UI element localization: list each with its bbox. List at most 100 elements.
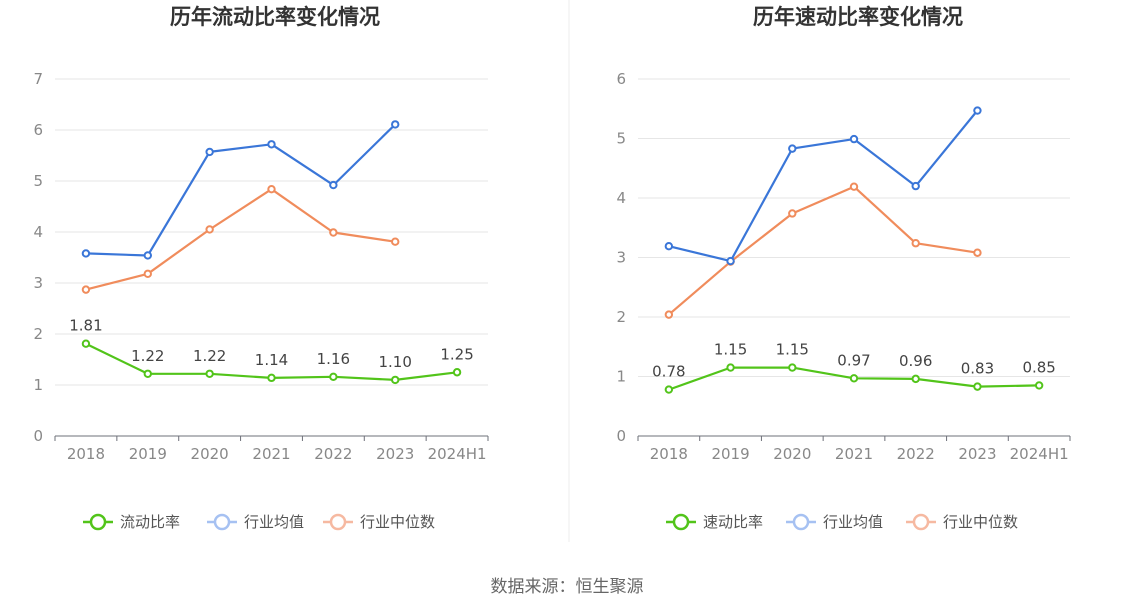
data-point-ratio bbox=[788, 363, 797, 372]
series-line-industry-median bbox=[85, 188, 396, 291]
legend-swatch-marker bbox=[89, 513, 107, 531]
x-tick-label: 2019 bbox=[129, 445, 167, 463]
data-point-industry-median bbox=[391, 237, 400, 246]
x-tick-label: 2021 bbox=[835, 445, 873, 463]
data-point-industry-median bbox=[81, 285, 91, 294]
data-point-ratio bbox=[911, 374, 920, 384]
y-tick-label: 7 bbox=[33, 70, 43, 88]
data-point-ratio bbox=[391, 375, 400, 385]
data-point-industry-avg bbox=[143, 251, 152, 260]
x-tick-label: 2024H1 bbox=[428, 445, 487, 463]
x-tick-label: 2023 bbox=[376, 445, 414, 463]
data-point-industry-median bbox=[788, 209, 797, 218]
data-label: 1.81 bbox=[69, 317, 102, 335]
data-point-industry-avg bbox=[329, 180, 338, 190]
y-tick-label: 4 bbox=[33, 223, 43, 241]
data-point-industry-avg bbox=[205, 147, 214, 157]
data-label: 0.78 bbox=[652, 363, 685, 381]
data-label: 1.14 bbox=[255, 351, 288, 369]
legend-swatch-marker bbox=[329, 513, 347, 531]
x-tick-label: 2020 bbox=[773, 445, 811, 463]
y-tick-label: 1 bbox=[33, 376, 43, 394]
data-point-ratio bbox=[329, 372, 338, 382]
data-point-industry-avg bbox=[267, 140, 276, 149]
x-tick-label: 2022 bbox=[897, 445, 935, 463]
x-tick-label: 2019 bbox=[711, 445, 749, 463]
y-tick-label: 3 bbox=[616, 249, 626, 267]
data-label: 1.25 bbox=[440, 345, 473, 363]
y-tick-label: 5 bbox=[33, 172, 43, 190]
data-point-ratio bbox=[205, 369, 214, 378]
data-point-ratio bbox=[143, 369, 152, 378]
series-line-industry-avg bbox=[85, 123, 396, 257]
legend-label: 行业中位数 bbox=[943, 513, 1018, 531]
y-tick-label: 1 bbox=[616, 368, 626, 386]
y-tick-label: 2 bbox=[33, 325, 43, 343]
legend-label: 行业中位数 bbox=[360, 513, 435, 531]
y-tick-label: 5 bbox=[616, 130, 626, 148]
data-point-ratio bbox=[81, 339, 91, 348]
legend-item-industry-median: 行业中位数 bbox=[323, 513, 435, 531]
legend-swatch-marker bbox=[912, 513, 930, 531]
data-point-industry-avg bbox=[664, 241, 674, 251]
legend-item-ratio: 流动比率 bbox=[83, 513, 180, 531]
data-point-industry-avg bbox=[788, 144, 797, 153]
data-point-industry-avg bbox=[911, 181, 920, 191]
data-label: 1.22 bbox=[131, 347, 164, 365]
data-label: 0.83 bbox=[961, 360, 994, 378]
data-label: 0.97 bbox=[837, 351, 870, 369]
data-label: 1.15 bbox=[714, 341, 747, 359]
data-point-industry-median bbox=[205, 225, 214, 234]
data-point-industry-median bbox=[911, 239, 920, 248]
x-tick-label: 2018 bbox=[650, 445, 688, 463]
data-point-ratio bbox=[849, 374, 859, 383]
x-tick-label: 2022 bbox=[314, 445, 352, 463]
x-tick-label: 2024H1 bbox=[1010, 445, 1069, 463]
data-point-industry-median bbox=[664, 310, 674, 319]
data-point-industry-avg bbox=[391, 120, 400, 129]
y-tick-label: 2 bbox=[616, 308, 626, 326]
data-label: 0.96 bbox=[899, 352, 932, 370]
y-tick-label: 6 bbox=[616, 70, 626, 88]
data-label: 1.16 bbox=[317, 350, 350, 368]
data-point-ratio bbox=[1034, 381, 1044, 390]
x-tick-label: 2020 bbox=[191, 445, 229, 463]
legend-item-industry-avg: 行业均值 bbox=[207, 513, 304, 531]
data-label: 1.22 bbox=[193, 347, 226, 365]
legend-item-ratio: 速动比率 bbox=[666, 513, 763, 531]
data-label: 1.10 bbox=[379, 353, 412, 371]
data-point-ratio bbox=[973, 382, 982, 391]
data-point-ratio bbox=[664, 385, 674, 394]
quick-ratio-chart: 历年速动比率变化情况 0 1 2 3 4 5 6 2018 2019 2020 2021 2022 202… bbox=[616, 5, 1071, 531]
chart-title: 历年流动比率变化情况 bbox=[170, 5, 380, 29]
data-point-industry-avg bbox=[973, 106, 982, 115]
data-label: 1.15 bbox=[776, 341, 809, 359]
y-tick-label: 0 bbox=[616, 427, 626, 445]
y-tick-label: 6 bbox=[33, 121, 43, 139]
data-source: 数据来源：恒生聚源 bbox=[491, 577, 644, 597]
data-point-ratio bbox=[452, 368, 462, 377]
legend-label: 速动比率 bbox=[703, 513, 763, 531]
legend-swatch-marker bbox=[213, 513, 231, 531]
y-tick-label: 3 bbox=[33, 274, 43, 292]
current-ratio-chart: 历年流动比率变化情况 0 1 2 3 4 5 6 7 2018 2019 2020 2021 2022 20… bbox=[33, 5, 489, 531]
legend-label: 流动比率 bbox=[120, 513, 180, 531]
data-point-industry-avg bbox=[849, 134, 859, 144]
legend-swatch-marker bbox=[792, 513, 810, 531]
chart-title: 历年速动比率变化情况 bbox=[753, 5, 963, 29]
data-point-industry-median bbox=[849, 182, 859, 191]
legend-item-industry-median: 行业中位数 bbox=[906, 513, 1018, 531]
x-tick-label: 2021 bbox=[252, 445, 290, 463]
x-tick-label: 2023 bbox=[958, 445, 996, 463]
legend-label: 行业均值 bbox=[244, 513, 304, 531]
y-tick-label: 0 bbox=[33, 427, 43, 445]
legend-item-industry-avg: 行业均值 bbox=[786, 513, 883, 531]
legend-swatch-marker bbox=[672, 513, 690, 531]
data-point-industry-median bbox=[329, 228, 338, 237]
y-tick-label: 4 bbox=[616, 189, 626, 207]
data-point-industry-median bbox=[143, 269, 152, 279]
data-point-ratio bbox=[267, 373, 276, 383]
data-label: 0.85 bbox=[1022, 358, 1055, 376]
series-line-industry-median bbox=[668, 185, 978, 316]
